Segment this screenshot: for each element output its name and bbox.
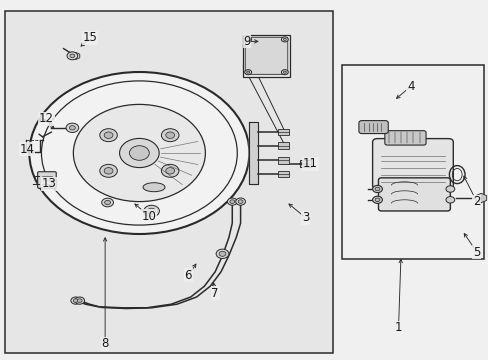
- FancyBboxPatch shape: [378, 178, 449, 211]
- Text: 15: 15: [83, 31, 98, 44]
- Bar: [277, 143, 288, 149]
- Circle shape: [244, 37, 251, 42]
- Circle shape: [129, 146, 149, 160]
- Circle shape: [244, 70, 251, 75]
- Bar: [299, 160, 311, 167]
- Text: 2: 2: [472, 195, 480, 208]
- Text: 11: 11: [303, 157, 317, 170]
- Circle shape: [227, 198, 237, 205]
- Bar: [243, 35, 289, 77]
- Circle shape: [445, 186, 454, 192]
- Circle shape: [66, 123, 79, 132]
- Text: 1: 1: [394, 321, 402, 334]
- Circle shape: [246, 71, 249, 73]
- Circle shape: [165, 168, 174, 174]
- FancyBboxPatch shape: [384, 131, 425, 145]
- Circle shape: [73, 299, 78, 302]
- Circle shape: [143, 205, 159, 217]
- Circle shape: [216, 249, 228, 258]
- Circle shape: [283, 39, 286, 40]
- Bar: [5, 11, 332, 353]
- Circle shape: [100, 129, 117, 141]
- Circle shape: [100, 164, 117, 177]
- Text: 13: 13: [41, 177, 56, 190]
- Bar: [277, 129, 288, 135]
- Text: 14: 14: [20, 143, 34, 156]
- Circle shape: [69, 126, 75, 130]
- Text: 7: 7: [211, 287, 219, 300]
- Circle shape: [246, 39, 249, 40]
- FancyBboxPatch shape: [245, 37, 287, 75]
- Circle shape: [67, 52, 78, 60]
- Circle shape: [372, 196, 382, 203]
- Circle shape: [372, 185, 382, 193]
- Circle shape: [238, 200, 243, 203]
- FancyBboxPatch shape: [372, 139, 452, 189]
- Text: 5: 5: [472, 246, 480, 258]
- Circle shape: [229, 200, 234, 203]
- Circle shape: [104, 132, 113, 139]
- FancyBboxPatch shape: [38, 172, 56, 188]
- Circle shape: [374, 187, 379, 191]
- Circle shape: [104, 200, 110, 204]
- FancyBboxPatch shape: [358, 121, 387, 134]
- Polygon shape: [475, 193, 486, 203]
- Circle shape: [161, 164, 179, 177]
- Bar: [277, 171, 288, 177]
- Circle shape: [70, 54, 75, 58]
- Circle shape: [281, 37, 288, 42]
- Text: 9: 9: [243, 35, 250, 48]
- Circle shape: [104, 168, 113, 174]
- Circle shape: [235, 198, 245, 205]
- Circle shape: [445, 197, 454, 203]
- Circle shape: [161, 129, 179, 141]
- Circle shape: [283, 71, 286, 73]
- Circle shape: [75, 297, 84, 304]
- Text: 10: 10: [142, 210, 156, 222]
- Ellipse shape: [142, 183, 164, 192]
- Circle shape: [73, 104, 205, 202]
- Circle shape: [71, 297, 81, 304]
- Polygon shape: [249, 122, 258, 184]
- Circle shape: [147, 208, 155, 214]
- Circle shape: [77, 299, 82, 302]
- Circle shape: [102, 198, 113, 207]
- Text: 8: 8: [101, 337, 109, 350]
- Circle shape: [374, 198, 379, 202]
- Circle shape: [219, 251, 225, 256]
- Bar: [277, 157, 288, 163]
- Circle shape: [29, 72, 249, 234]
- Text: 6: 6: [184, 269, 192, 282]
- Polygon shape: [71, 53, 80, 60]
- Circle shape: [119, 139, 159, 168]
- Circle shape: [165, 132, 174, 139]
- Bar: [342, 65, 483, 259]
- Text: 3: 3: [301, 211, 309, 224]
- Text: 4: 4: [406, 80, 414, 93]
- Text: 12: 12: [39, 112, 54, 125]
- Circle shape: [281, 70, 288, 75]
